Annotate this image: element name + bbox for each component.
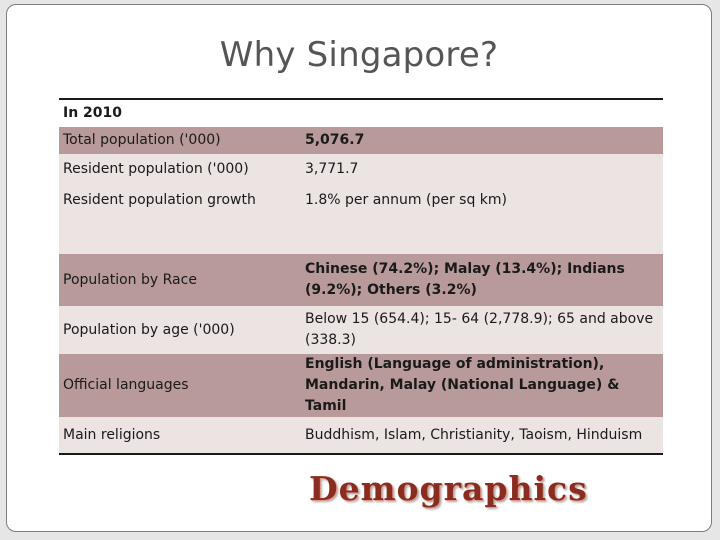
row-value: 1.8% per annum (per sq km) (297, 184, 663, 254)
table-header-empty-cell (297, 99, 663, 127)
demographics-caption: Demographics (309, 469, 588, 508)
demographics-table: In 2010 Total population ('000) 5,076.7 … (59, 98, 663, 455)
table-row: Main religions Buddhism, Islam, Christia… (59, 417, 663, 454)
row-value: Chinese (74.2%); Malay (13.4%); Indians … (297, 254, 663, 306)
row-label: Population by Race (59, 254, 297, 306)
row-value: 5,076.7 (297, 127, 663, 154)
table-row: Population by age ('000) Below 15 (654.4… (59, 306, 663, 354)
table-header-row: In 2010 (59, 99, 663, 127)
row-value: Buddhism, Islam, Christianity, Taoism, H… (297, 417, 663, 454)
row-value: 3,771.7 (297, 154, 663, 184)
table-header-cell: In 2010 (59, 99, 297, 127)
row-label: Total population ('000) (59, 127, 297, 154)
row-value: English (Language of administration), Ma… (297, 354, 663, 417)
table-row: Resident population ('000) 3,771.7 (59, 154, 663, 184)
table-row: Population by Race Chinese (74.2%); Mala… (59, 254, 663, 306)
row-label: Resident population growth (59, 184, 297, 254)
row-label: Main religions (59, 417, 297, 454)
row-label: Official languages (59, 354, 297, 417)
table-row: Official languages English (Language of … (59, 354, 663, 417)
row-label: Population by age ('000) (59, 306, 297, 354)
table-row: Total population ('000) 5,076.7 (59, 127, 663, 154)
table-row: Resident population growth 1.8% per annu… (59, 184, 663, 254)
slide-title: Why Singapore? (219, 35, 499, 75)
row-value: Below 15 (654.4); 15- 64 (2,778.9); 65 a… (297, 306, 663, 354)
row-label: Resident population ('000) (59, 154, 297, 184)
slide: Why Singapore? In 2010 Total population … (6, 4, 712, 532)
